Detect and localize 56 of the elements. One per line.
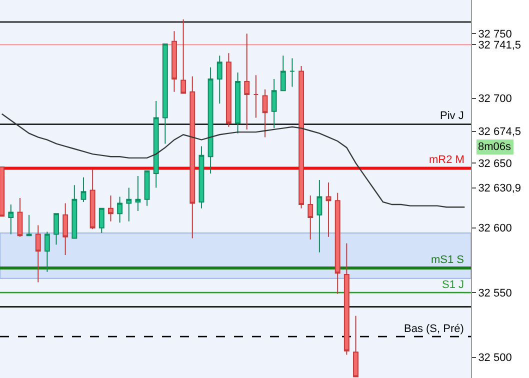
candlestick xyxy=(80,176,86,202)
candlestick xyxy=(190,76,196,239)
candlestick xyxy=(326,182,332,238)
candlestick xyxy=(162,44,168,144)
candlestick xyxy=(54,213,59,246)
y-tick-label: 32 750 xyxy=(478,28,512,41)
candlestick xyxy=(290,58,295,88)
candlestick xyxy=(244,33,250,130)
candlestick xyxy=(216,55,222,104)
candlestick xyxy=(126,187,132,222)
candlestick xyxy=(117,196,123,224)
ref-line-label: Bas (S, Pré) xyxy=(404,323,464,335)
y-tick-label: 32 700 xyxy=(478,93,512,106)
candlestick xyxy=(180,18,186,94)
candlestick xyxy=(44,231,50,272)
y-tick-label: 32 500 xyxy=(478,352,512,364)
candlestick xyxy=(235,72,240,134)
line-series xyxy=(1,113,466,208)
candlestick xyxy=(298,66,304,209)
candlestick xyxy=(208,66,214,174)
y-tick-label: 32 741,5 xyxy=(478,40,522,52)
candlestick xyxy=(135,176,141,212)
ref-line-label: mR2 M xyxy=(429,154,464,166)
candlestick xyxy=(353,315,358,378)
candlestick xyxy=(344,242,350,356)
y-tick-label: 32 630,9 xyxy=(478,182,522,195)
candlestick xyxy=(17,198,23,238)
candlestick xyxy=(98,208,104,234)
candlestick xyxy=(253,74,259,118)
y-tick-label: 32 550 xyxy=(478,287,512,300)
candlestick xyxy=(35,224,41,283)
candlestick xyxy=(198,146,204,209)
candlestick xyxy=(62,202,68,256)
candlestick xyxy=(108,194,114,222)
candlestick xyxy=(316,179,322,253)
candlestick xyxy=(0,166,5,217)
ref-line-label: Piv J xyxy=(440,110,464,122)
candlestick xyxy=(153,100,159,188)
candlestick xyxy=(280,55,286,92)
candlestick xyxy=(144,170,150,206)
ref-line-label: mS1 S xyxy=(431,254,464,266)
candlestick xyxy=(8,204,14,235)
candlestick xyxy=(90,169,96,230)
text: 8m06s xyxy=(478,141,512,153)
candlestick xyxy=(26,214,32,236)
ref-line-label: S1 J xyxy=(442,279,464,291)
candlestick xyxy=(262,88,268,138)
candlestick xyxy=(271,78,277,129)
y-tick-label: 32 600 xyxy=(478,222,512,235)
candlestick xyxy=(72,184,78,239)
candlestick xyxy=(334,192,340,294)
candlestick xyxy=(226,52,232,128)
candlestick xyxy=(172,30,177,92)
candlestick xyxy=(308,194,314,240)
y-tick-label: 32 674,5 xyxy=(478,126,522,138)
y-tick-label: 32 650 xyxy=(478,158,512,170)
